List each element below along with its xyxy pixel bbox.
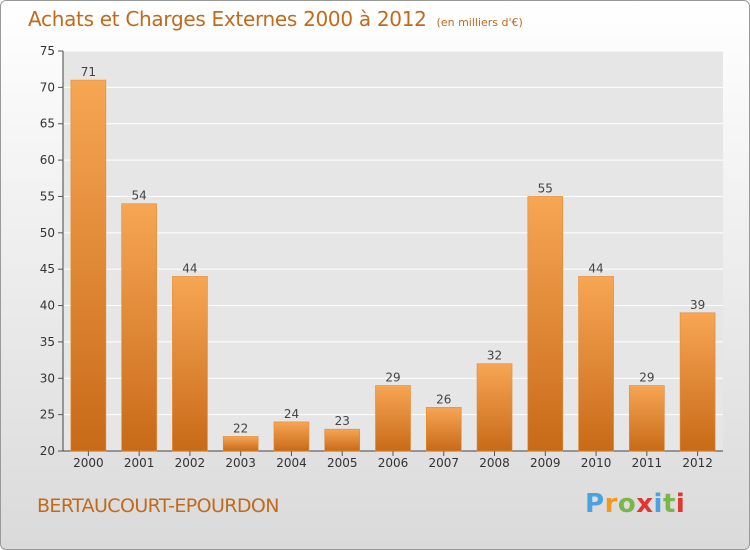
x-tick-label: 2010 — [581, 456, 612, 470]
y-tick-label: 40 — [40, 299, 55, 313]
x-tick-label: 2003 — [225, 456, 256, 470]
bar-2002 — [172, 276, 208, 452]
bar-2008 — [476, 363, 513, 452]
y-tick-label: 50 — [40, 226, 55, 240]
bar-value-label: 71 — [81, 65, 96, 79]
x-tick-label: 2000 — [73, 456, 104, 470]
bar-value-label: 22 — [233, 421, 248, 435]
bar-value-label: 54 — [132, 189, 147, 203]
x-tick-label: 2012 — [682, 456, 713, 470]
bar-value-label: 29 — [385, 371, 400, 385]
bar-2003 — [222, 436, 259, 452]
y-tick-label: 25 — [40, 408, 55, 422]
y-tick-label: 45 — [40, 262, 55, 276]
bar-2009 — [527, 196, 564, 452]
x-tick-label: 2004 — [276, 456, 307, 470]
x-tick-label: 2002 — [175, 456, 206, 470]
bar-2001 — [121, 203, 157, 452]
y-tick-label: 75 — [40, 44, 55, 58]
y-tick-label: 55 — [40, 189, 55, 203]
x-tick-label: 2007 — [428, 456, 459, 470]
labels: 20 25 30 35 40 45 50 55 60 65 70 75 71 2000 54 2001 44 20… — [40, 44, 713, 470]
x-tick-label: 2001 — [124, 456, 155, 470]
bar-value-label: 26 — [436, 392, 451, 406]
bar-2012 — [679, 312, 716, 452]
bar-value-label: 39 — [690, 298, 705, 312]
y-tick-label: 65 — [40, 117, 55, 131]
bar-value-label: 44 — [588, 261, 603, 275]
bar-value-label: 55 — [538, 181, 553, 195]
y-tick-label: 30 — [40, 371, 55, 385]
x-tick-label: 2005 — [327, 456, 358, 470]
y-tick-label: 60 — [40, 153, 55, 167]
y-tick-label: 35 — [40, 335, 55, 349]
x-tick-label: 2011 — [632, 456, 663, 470]
bars — [70, 79, 716, 452]
bar-value-label: 23 — [335, 414, 350, 428]
proxiti-logo[interactable]: Proxiti — [585, 489, 686, 519]
bar-value-label: 32 — [487, 349, 502, 363]
commune-name: BERTAUCOURT-EPOURDON — [37, 495, 279, 517]
bar-value-label: 29 — [639, 371, 654, 385]
bar-value-label: 44 — [182, 261, 197, 275]
x-tick-label: 2009 — [530, 456, 561, 470]
chart-unit: (en milliers d'€) — [436, 16, 523, 29]
bar-2006 — [375, 385, 411, 452]
title-block: Achats et Charges Externes 2000 à 2012 (e… — [28, 7, 523, 31]
bar-value-label: 24 — [284, 407, 299, 421]
bar-2005 — [324, 428, 361, 452]
bar-2000 — [70, 79, 107, 452]
bar-2007 — [425, 407, 462, 452]
chart-title: Achats et Charges Externes 2000 à 2012 — [28, 7, 427, 31]
y-tick-label: 20 — [40, 444, 55, 458]
x-tick-label: 2008 — [479, 456, 510, 470]
bar-2011 — [629, 385, 665, 452]
bar-2010 — [578, 276, 614, 452]
bar-2004 — [273, 421, 310, 452]
x-tick-label: 2006 — [378, 456, 409, 470]
y-tick-label: 70 — [40, 80, 55, 94]
